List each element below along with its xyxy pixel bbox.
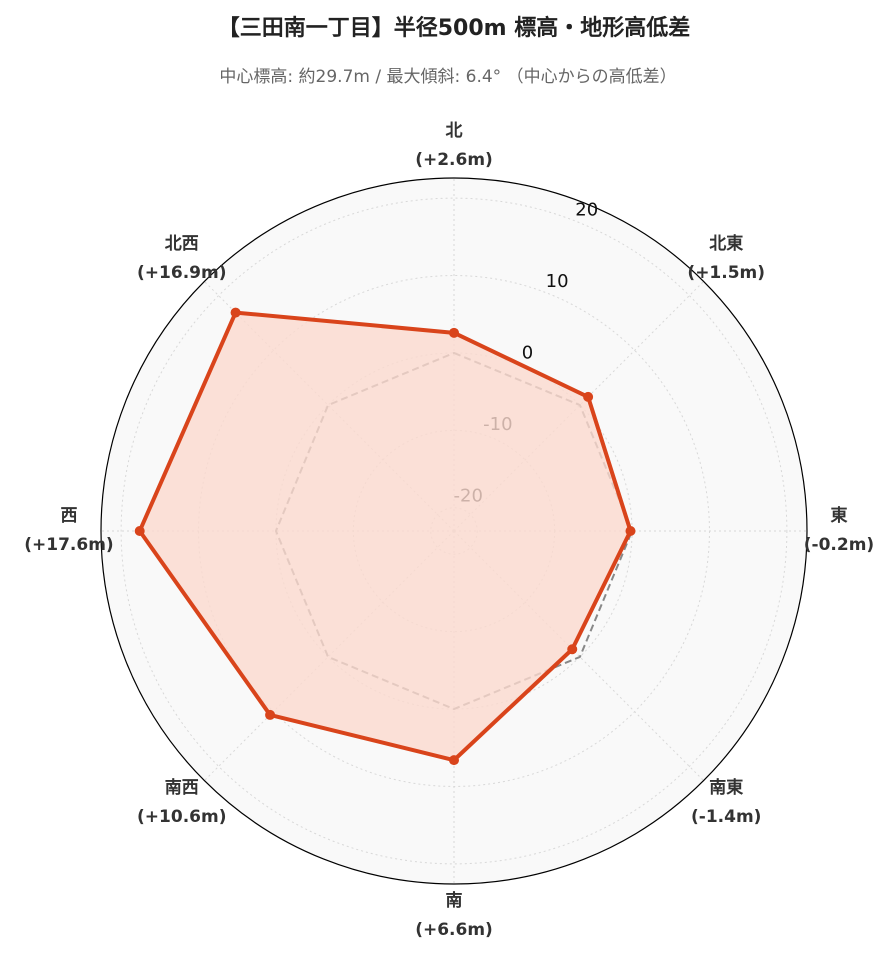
point — [230, 307, 241, 318]
point — [134, 526, 145, 536]
value-label: (+1.5m) — [687, 263, 765, 283]
chart-subtitle: 中心標高: 約29.7m / 最大傾斜: 6.4° （中心からの高低差） — [219, 67, 676, 87]
point — [449, 327, 459, 338]
point — [265, 709, 276, 720]
category-label: 南西 — [165, 777, 199, 798]
value-label: (+6.6m) — [415, 920, 493, 940]
point — [625, 526, 636, 536]
chart-title: 【三田南一丁目】半径500m 標高・地形高低差 — [218, 15, 691, 41]
category-label: 北西 — [165, 234, 199, 254]
spoke — [453, 530, 704, 781]
value-label: (-0.2m) — [804, 535, 874, 555]
point — [583, 391, 594, 402]
plot-border — [100, 177, 808, 885]
value-label: (-1.4m) — [691, 807, 761, 827]
point — [449, 755, 459, 766]
category-label: 南東 — [709, 777, 743, 798]
category-label: 西 — [61, 506, 78, 526]
value-label: (+2.6m) — [415, 150, 493, 170]
category-label: 北東 — [709, 233, 743, 254]
r-tick-label: 0 — [522, 343, 533, 364]
grid-circle — [120, 197, 788, 865]
r-tick-label: 20 — [575, 200, 598, 221]
r-tick-label: 10 — [546, 271, 569, 292]
category-label: 東 — [831, 505, 848, 526]
point — [567, 644, 578, 655]
value-label: (+10.6m) — [137, 807, 226, 827]
value-label: (+17.6m) — [24, 535, 113, 555]
category-label: 南 — [446, 890, 463, 911]
value-label: (+16.9m) — [137, 263, 226, 283]
category-label: 北 — [446, 121, 463, 141]
